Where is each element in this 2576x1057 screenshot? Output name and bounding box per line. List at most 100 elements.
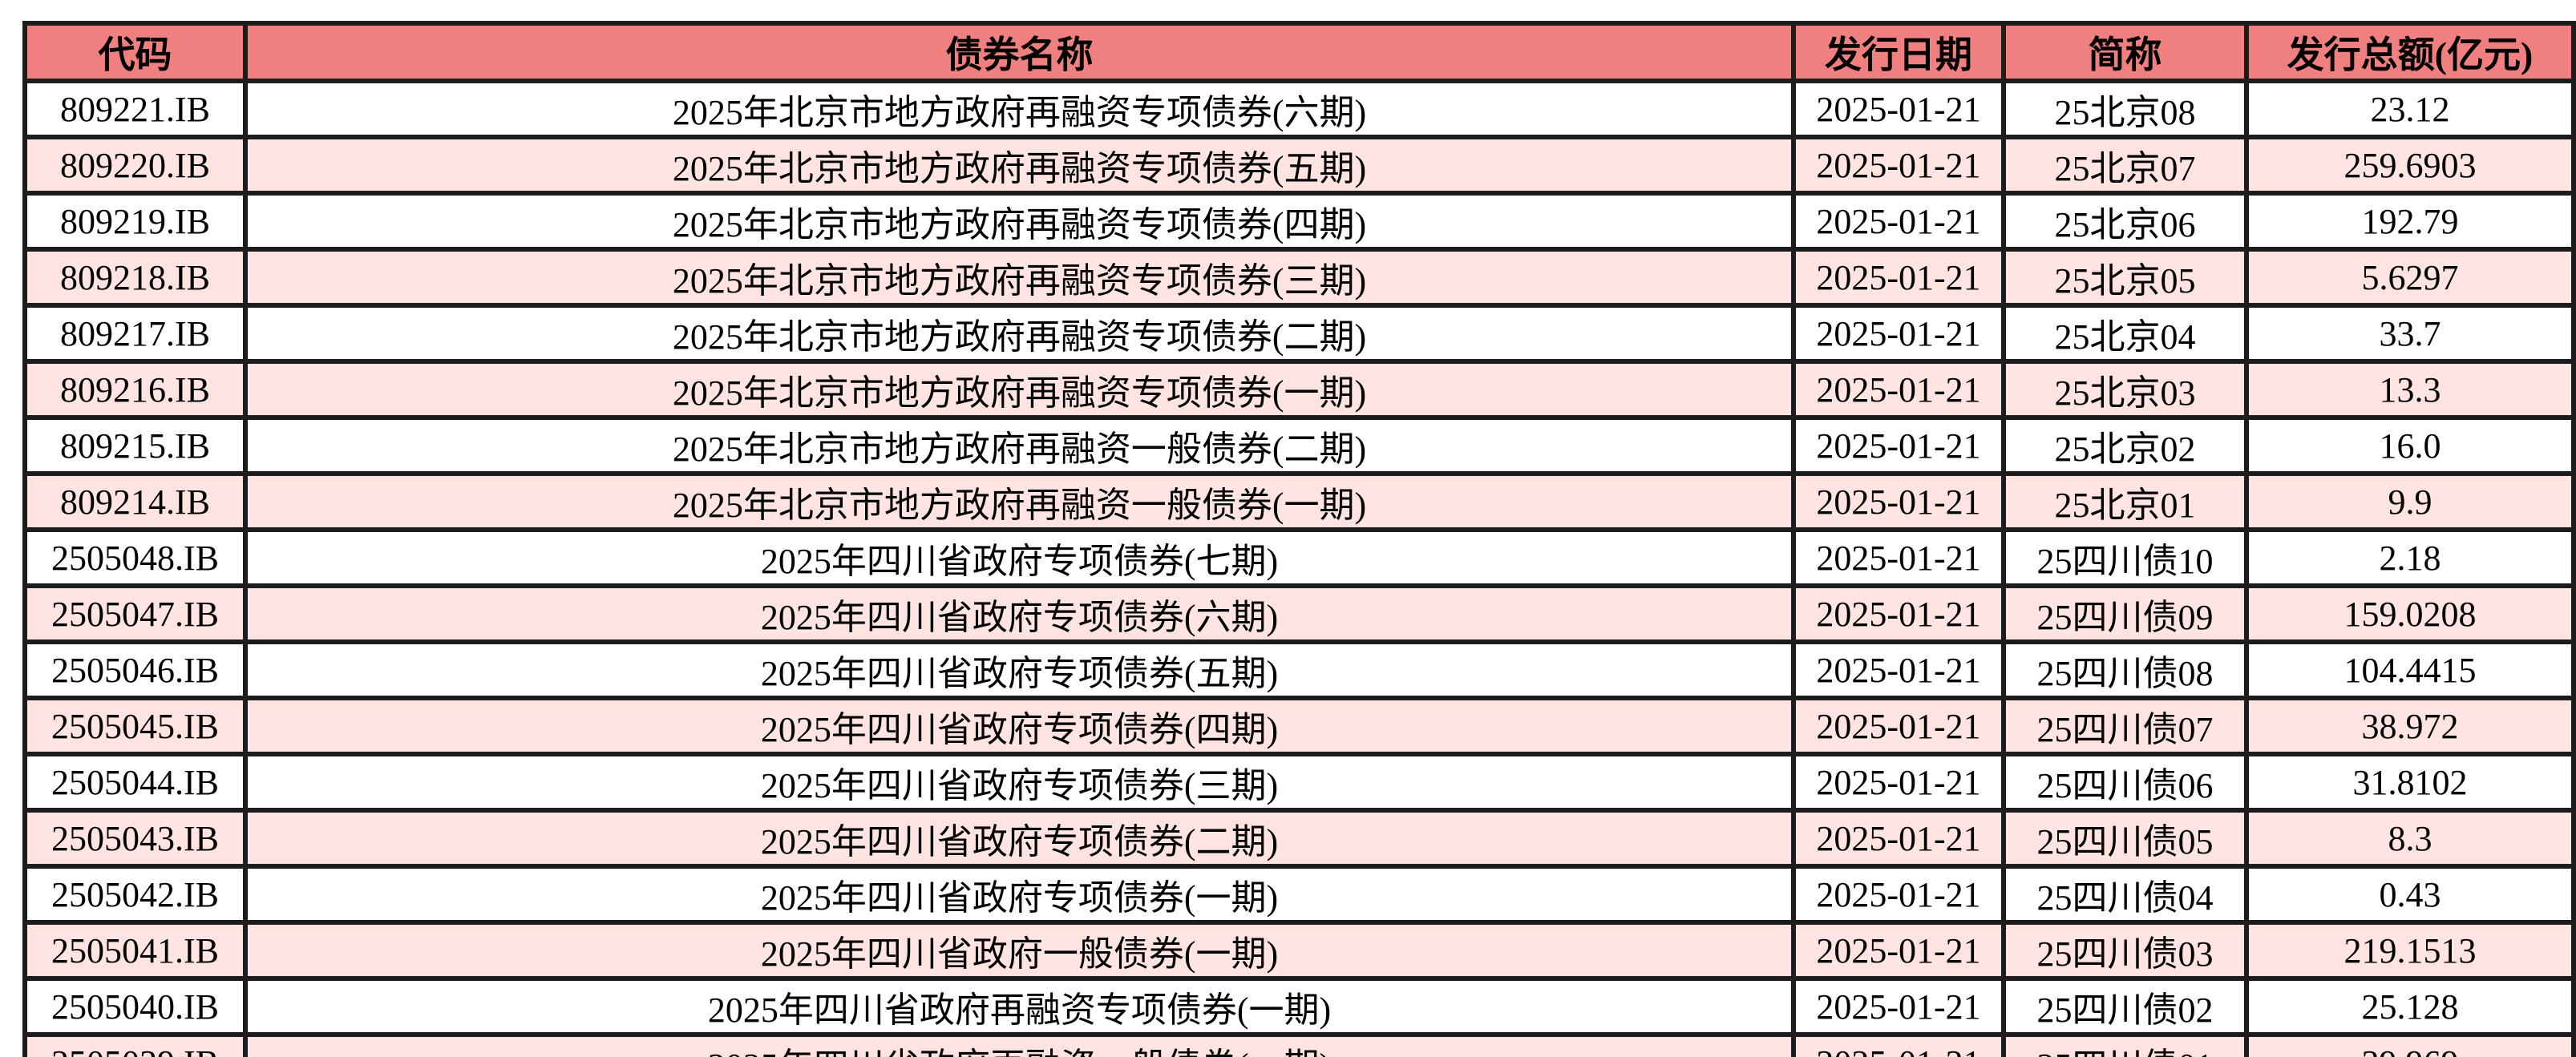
cell-issue-date[interactable]: 2025-01-21	[1791, 471, 2006, 532]
cell-short-name[interactable]: 25北京06	[2001, 191, 2249, 252]
cell-short-name[interactable]: 25北京05	[2001, 247, 2249, 308]
cell-short-name[interactable]: 25四川债02	[2001, 976, 2249, 1037]
cell-bond-name[interactable]: 2025年四川省政府再融资一般债券(一期)	[243, 1032, 1796, 1057]
cell-bond-name[interactable]: 2025年北京市地方政府再融资专项债券(三期)	[243, 247, 1796, 308]
cell-short-name[interactable]: 25北京02	[2001, 415, 2249, 476]
cell-code[interactable]: 2505047.IB	[22, 583, 248, 644]
column-header-total-issue[interactable]: 发行总额(亿元)	[2244, 21, 2576, 83]
cell-code[interactable]: 809216.IB	[22, 359, 248, 420]
cell-bond-name[interactable]: 2025年北京市地方政府再融资一般债券(二期)	[243, 415, 1796, 476]
cell-total-issue[interactable]: 38.972	[2244, 696, 2576, 756]
cell-bond-name[interactable]: 2025年四川省政府专项债券(七期)	[243, 527, 1796, 588]
cell-short-name[interactable]: 25北京01	[2001, 471, 2249, 532]
cell-short-name[interactable]: 25四川债03	[2001, 920, 2249, 981]
cell-total-issue[interactable]: 192.79	[2244, 191, 2576, 252]
cell-total-issue[interactable]: 8.3	[2244, 808, 2576, 869]
cell-total-issue[interactable]: 9.9	[2244, 471, 2576, 532]
cell-issue-date[interactable]: 2025-01-21	[1791, 864, 2006, 925]
cell-bond-name[interactable]: 2025年北京市地方政府再融资专项债券(六期)	[243, 79, 1796, 139]
cell-code[interactable]: 809221.IB	[22, 79, 248, 139]
cell-short-name[interactable]: 25北京07	[2001, 135, 2249, 196]
cell-issue-date[interactable]: 2025-01-21	[1791, 639, 2006, 700]
cell-total-issue[interactable]: 219.1513	[2244, 920, 2576, 981]
cell-bond-name[interactable]: 2025年北京市地方政府再融资专项债券(一期)	[243, 359, 1796, 420]
cell-issue-date[interactable]: 2025-01-21	[1791, 415, 2006, 476]
cell-total-issue[interactable]: 2.18	[2244, 527, 2576, 588]
column-header-short-name[interactable]: 简称	[2001, 21, 2249, 83]
cell-short-name[interactable]: 25四川债06	[2001, 752, 2249, 813]
cell-code[interactable]: 2505041.IB	[22, 920, 248, 981]
column-header-issue-date[interactable]: 发行日期	[1791, 21, 2006, 83]
cell-total-issue[interactable]: 5.6297	[2244, 247, 2576, 308]
cell-bond-name[interactable]: 2025年四川省政府专项债券(六期)	[243, 583, 1796, 644]
column-header-code[interactable]: 代码	[22, 21, 248, 83]
cell-total-issue[interactable]: 23.12	[2244, 79, 2576, 139]
cell-total-issue[interactable]: 31.8102	[2244, 752, 2576, 813]
cell-code[interactable]: 2505042.IB	[22, 864, 248, 925]
cell-bond-name[interactable]: 2025年四川省政府专项债券(五期)	[243, 639, 1796, 700]
cell-issue-date[interactable]: 2025-01-21	[1791, 247, 2006, 308]
cell-code[interactable]: 809218.IB	[22, 247, 248, 308]
table-row: 809218.IB 2025年北京市地方政府再融资专项债券(三期) 2025-01-…	[22, 247, 2576, 308]
cell-code[interactable]: 2505043.IB	[22, 808, 248, 869]
cell-short-name[interactable]: 25北京08	[2001, 79, 2249, 139]
cell-total-issue[interactable]: 0.43	[2244, 864, 2576, 925]
cell-short-name[interactable]: 25四川债09	[2001, 583, 2249, 644]
cell-short-name[interactable]: 25四川债01	[2001, 1032, 2249, 1057]
cell-short-name[interactable]: 25四川债08	[2001, 639, 2249, 700]
cell-short-name[interactable]: 25北京04	[2001, 303, 2249, 364]
cell-issue-date[interactable]: 2025-01-21	[1791, 808, 2006, 869]
cell-total-issue[interactable]: 104.4415	[2244, 639, 2576, 700]
cell-bond-name[interactable]: 2025年四川省政府一般债券(一期)	[243, 920, 1796, 981]
cell-total-issue[interactable]: 16.0	[2244, 415, 2576, 476]
cell-code[interactable]: 809219.IB	[22, 191, 248, 252]
cell-bond-name[interactable]: 2025年四川省政府专项债券(四期)	[243, 696, 1796, 756]
cell-bond-name[interactable]: 2025年四川省政府专项债券(二期)	[243, 808, 1796, 869]
table-row: 2505042.IB 2025年四川省政府专项债券(一期) 2025-01-21 25…	[22, 864, 2576, 925]
cell-bond-name[interactable]: 2025年四川省政府专项债券(三期)	[243, 752, 1796, 813]
cell-short-name[interactable]: 25四川债10	[2001, 527, 2249, 588]
cell-total-issue[interactable]: 39.969	[2244, 1032, 2576, 1057]
cell-issue-date[interactable]: 2025-01-21	[1791, 79, 2006, 139]
cell-bond-name[interactable]: 2025年北京市地方政府再融资专项债券(二期)	[243, 303, 1796, 364]
cell-issue-date[interactable]: 2025-01-21	[1791, 527, 2006, 588]
cell-short-name[interactable]: 25四川债05	[2001, 808, 2249, 869]
cell-total-issue[interactable]: 13.3	[2244, 359, 2576, 420]
cell-issue-date[interactable]: 2025-01-21	[1791, 359, 2006, 420]
cell-total-issue[interactable]: 159.0208	[2244, 583, 2576, 644]
cell-issue-date[interactable]: 2025-01-21	[1791, 303, 2006, 364]
cell-total-issue[interactable]: 33.7	[2244, 303, 2576, 364]
cell-issue-date[interactable]: 2025-01-21	[1791, 583, 2006, 644]
bond-issuance-table: 代码 债券名称 发行日期 简称 发行总额(亿元) 809221.IB 2025年北…	[22, 21, 2576, 1057]
cell-code[interactable]: 2505044.IB	[22, 752, 248, 813]
cell-short-name[interactable]: 25四川债07	[2001, 696, 2249, 756]
cell-code[interactable]: 2505040.IB	[22, 976, 248, 1037]
cell-bond-name[interactable]: 2025年北京市地方政府再融资专项债券(四期)	[243, 191, 1796, 252]
cell-code[interactable]: 809220.IB	[22, 135, 248, 196]
cell-code[interactable]: 2505039.IB	[22, 1032, 248, 1057]
column-header-bond-name[interactable]: 债券名称	[243, 21, 1796, 83]
cell-code[interactable]: 2505046.IB	[22, 639, 248, 700]
cell-code[interactable]: 809214.IB	[22, 471, 248, 532]
cell-bond-name[interactable]: 2025年四川省政府专项债券(一期)	[243, 864, 1796, 925]
cell-code[interactable]: 2505045.IB	[22, 696, 248, 756]
cell-code[interactable]: 2505048.IB	[22, 527, 248, 588]
cell-issue-date[interactable]: 2025-01-21	[1791, 976, 2006, 1037]
cell-issue-date[interactable]: 2025-01-21	[1791, 752, 2006, 813]
cell-code[interactable]: 809217.IB	[22, 303, 248, 364]
cell-total-issue[interactable]: 25.128	[2244, 976, 2576, 1037]
cell-issue-date[interactable]: 2025-01-21	[1791, 696, 2006, 756]
cell-total-issue[interactable]: 259.6903	[2244, 135, 2576, 196]
cell-issue-date[interactable]: 2025-01-21	[1791, 1032, 2006, 1057]
cell-issue-date[interactable]: 2025-01-21	[1791, 135, 2006, 196]
cell-bond-name[interactable]: 2025年四川省政府再融资专项债券(一期)	[243, 976, 1796, 1037]
cell-short-name[interactable]: 25四川债04	[2001, 864, 2249, 925]
cell-bond-name[interactable]: 2025年北京市地方政府再融资一般债券(一期)	[243, 471, 1796, 532]
cell-bond-name[interactable]: 2025年北京市地方政府再融资专项债券(五期)	[243, 135, 1796, 196]
cell-code[interactable]: 809215.IB	[22, 415, 248, 476]
cell-issue-date[interactable]: 2025-01-21	[1791, 920, 2006, 981]
table-row: 2505039.IB2025年四川省政府再融资一般债券(一期)2025-01-2…	[22, 1032, 2576, 1057]
table-row: 2505040.IB 2025年四川省政府再融资专项债券(一期) 2025-01-2…	[22, 976, 2576, 1037]
cell-issue-date[interactable]: 2025-01-21	[1791, 191, 2006, 252]
cell-short-name[interactable]: 25北京03	[2001, 359, 2249, 420]
